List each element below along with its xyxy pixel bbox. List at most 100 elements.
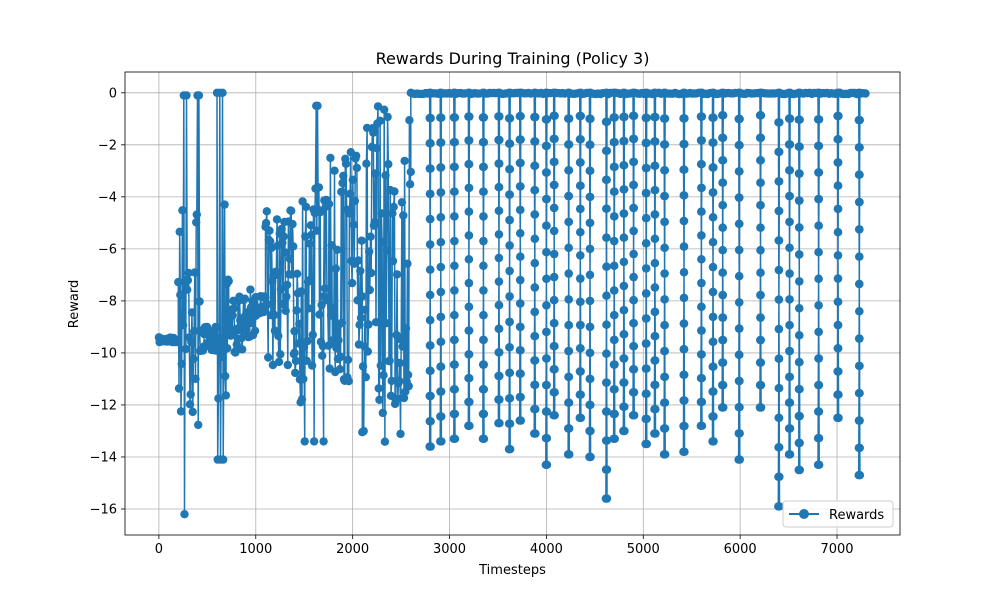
data-point: [516, 112, 525, 121]
data-point: [262, 207, 271, 216]
x-tick-label: 1000: [239, 542, 272, 557]
legend-point-marker: [799, 509, 809, 519]
data-point: [380, 105, 389, 114]
data-point: [610, 261, 619, 270]
y-tick-label: −8: [98, 294, 117, 309]
data-point: [184, 268, 193, 278]
data-point: [650, 283, 659, 292]
data-point: [356, 313, 366, 323]
data-point: [708, 337, 717, 346]
data-point: [363, 347, 372, 356]
data-point: [479, 261, 488, 270]
data-point: [426, 113, 435, 123]
data-point: [734, 324, 744, 333]
data-point: [814, 141, 824, 151]
data-point: [345, 189, 355, 198]
data-point: [516, 135, 525, 144]
data-point: [495, 112, 504, 121]
data-point: [345, 209, 354, 218]
y-tick-label: −4: [98, 190, 117, 205]
data-point: [495, 159, 504, 168]
data-point: [679, 319, 688, 328]
data-point: [214, 394, 223, 403]
data-point: [785, 346, 794, 356]
data-point: [278, 299, 288, 309]
data-point: [505, 215, 514, 225]
data-point: [602, 378, 611, 387]
data-point: [437, 138, 446, 147]
data-point: [425, 341, 435, 350]
data-point: [795, 196, 804, 205]
data-point: [357, 236, 366, 245]
data-point: [814, 248, 823, 257]
data-point: [530, 429, 539, 438]
data-point: [542, 168, 551, 177]
data-point: [575, 390, 584, 399]
data-point: [855, 170, 864, 179]
y-tick-label: −12: [90, 398, 117, 413]
data-point: [585, 426, 594, 436]
data-point: [602, 262, 611, 271]
data-point: [505, 241, 514, 250]
data-point: [564, 243, 573, 252]
data-point: [505, 190, 514, 199]
data-point: [426, 164, 435, 173]
data-point: [293, 269, 302, 278]
data-point: [360, 305, 370, 314]
data-point: [697, 231, 706, 240]
data-point: [425, 290, 435, 300]
data-point: [564, 191, 574, 201]
y-tick-label: −6: [98, 242, 117, 257]
data-point: [834, 204, 843, 214]
data-point: [379, 371, 388, 380]
data-point: [785, 269, 794, 278]
data-point: [530, 210, 540, 219]
data-point: [610, 236, 619, 246]
data-point: [576, 204, 585, 214]
data-point: [629, 157, 639, 167]
data-point: [834, 158, 843, 167]
data-point: [718, 156, 728, 165]
data-point: [756, 246, 765, 255]
data-point: [794, 411, 803, 421]
data-point: [609, 311, 619, 320]
data-point: [530, 380, 539, 390]
data-point: [756, 111, 766, 120]
data-point: [564, 166, 574, 175]
data-point: [609, 360, 619, 369]
data-point: [479, 187, 488, 196]
data-point: [642, 264, 651, 273]
data-point: [330, 166, 339, 175]
data-point: [375, 116, 385, 126]
data-point: [358, 362, 368, 371]
data-point: [586, 140, 595, 149]
data-point: [641, 289, 651, 298]
data-point: [333, 245, 342, 254]
data-point: [855, 279, 864, 289]
data-point: [425, 391, 434, 401]
data-point: [785, 114, 795, 123]
data-point: [542, 301, 551, 310]
data-point: [276, 350, 285, 359]
data-point: [795, 142, 804, 151]
data-point: [650, 429, 659, 438]
data-point: [219, 335, 229, 345]
data-point: [735, 167, 744, 176]
data-point: [629, 203, 638, 213]
data-point: [246, 285, 255, 294]
data-point: [465, 136, 474, 145]
data-point: [785, 243, 794, 252]
data-point: [216, 352, 226, 362]
data-point: [505, 317, 514, 327]
data-point: [785, 166, 795, 175]
data-point: [697, 255, 706, 264]
data-point: [436, 362, 445, 371]
data-point: [450, 113, 460, 122]
data-point: [833, 320, 842, 330]
data-point: [515, 299, 525, 308]
data-point: [212, 346, 221, 355]
data-point: [549, 342, 558, 351]
data-point: [794, 358, 804, 367]
data-point: [180, 510, 189, 519]
data-point: [718, 380, 727, 390]
